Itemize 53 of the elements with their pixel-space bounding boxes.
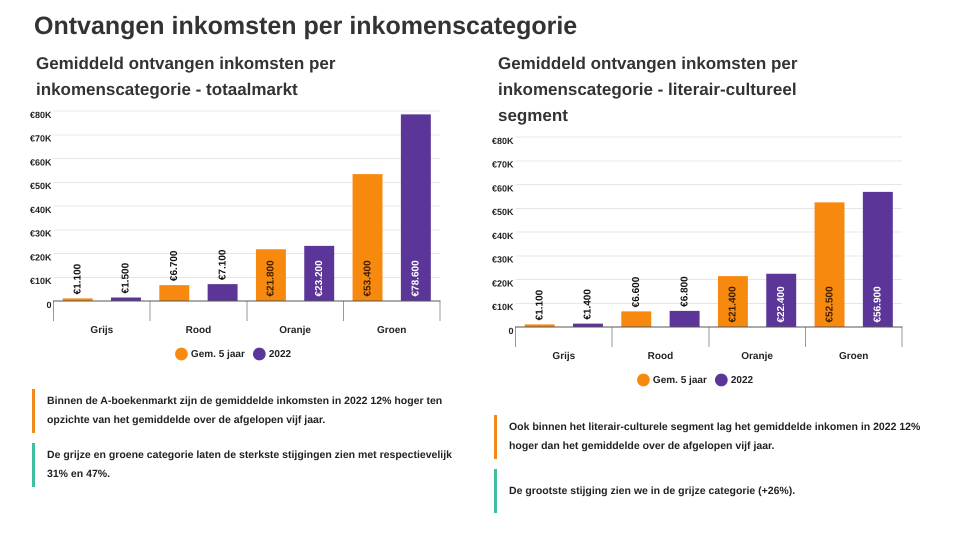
y-tick-label: €50K	[30, 181, 52, 192]
data-label: €1.400	[582, 288, 594, 320]
y-tick-label: €70K	[492, 160, 514, 170]
data-label: €21.400	[728, 286, 739, 322]
y-tick-label: €70K	[30, 134, 52, 144]
chart-title: Gemiddeld ontvangen inkomsten per inkomenscategorie - literair-cultureel segment	[498, 53, 798, 127]
data-label: €22.400	[776, 286, 787, 322]
text: Ook binnen het literair-culturele segment lag het gemiddelde inkomen in 2022 12% hoger dan het gemiddelde over de afgelopen vijf jaar.	[509, 420, 922, 454]
text: Ontvangen inkomsten per inkomenscategorie	[34, 12, 578, 41]
y-tick-label: €20K	[492, 278, 514, 288]
x-tick-label: Grijs	[90, 324, 114, 336]
y-tick-label: €30K	[30, 228, 52, 239]
data-label: €6.700	[169, 250, 180, 282]
y-tick-label: €40K	[30, 204, 52, 215]
x-tick-label: Oranje	[279, 324, 312, 336]
legend-label: Gem. 5 jaar	[190, 348, 245, 360]
y-tick-label: €80K	[30, 110, 52, 120]
y-tick-label: 0	[46, 300, 52, 310]
data-label: €78.600	[410, 260, 422, 296]
data-label: €21.800	[266, 260, 277, 296]
y-tick-label: €30K	[492, 254, 514, 265]
data-label: €23.200	[314, 260, 325, 296]
y-tick-label: €20K	[30, 252, 52, 262]
y-tick-label: €10K	[30, 276, 52, 286]
data-label: €53.400	[362, 260, 374, 296]
text: De grootste stijging zien we in de grijze categorie (+26%).	[509, 484, 796, 498]
y-tick-label: €50K	[492, 207, 514, 218]
x-tick-label: Oranje	[741, 350, 774, 362]
x-tick-label: Groen	[376, 324, 406, 336]
y-tick-label: €10K	[492, 302, 514, 312]
y-tick-label: €60K	[492, 183, 514, 194]
data-label: €7.100	[217, 249, 228, 280]
data-label: €1.100	[534, 289, 546, 320]
data-label: €6.800	[679, 276, 690, 307]
chart-title: Gemiddeld ontvangen inkomsten per inkomenscategorie - totaalmarkt	[36, 53, 336, 101]
x-tick-label: Rood	[186, 324, 212, 336]
data-label: €56.900	[872, 286, 884, 322]
legend-label: Gem. 5 jaar	[652, 374, 707, 386]
legend-label: 2022	[268, 348, 292, 360]
data-label: €1.500	[120, 262, 132, 294]
y-tick-label: 0	[508, 326, 514, 336]
data-label: €1.100	[72, 263, 84, 294]
text: De grijze en groene categorie laten de sterkste stijgingen zien met respectievelijk 31% en 47%.	[47, 448, 453, 482]
y-tick-label: €40K	[492, 230, 514, 241]
text: Binnen de A-boekenmarkt zijn de gemiddelde inkomsten in 2022 12% hoger ten opzichte van het gemiddelde over de afgelopen vijf jaar.	[47, 394, 444, 428]
data-label: €52.500	[824, 286, 836, 322]
y-tick-label: €80K	[492, 136, 514, 146]
y-tick-label: €60K	[30, 157, 52, 168]
x-tick-label: Rood	[648, 350, 674, 362]
legend-label: 2022	[730, 374, 754, 386]
x-tick-label: Grijs	[552, 350, 576, 362]
data-label: €6.600	[631, 276, 642, 308]
x-tick-label: Groen	[838, 350, 868, 362]
